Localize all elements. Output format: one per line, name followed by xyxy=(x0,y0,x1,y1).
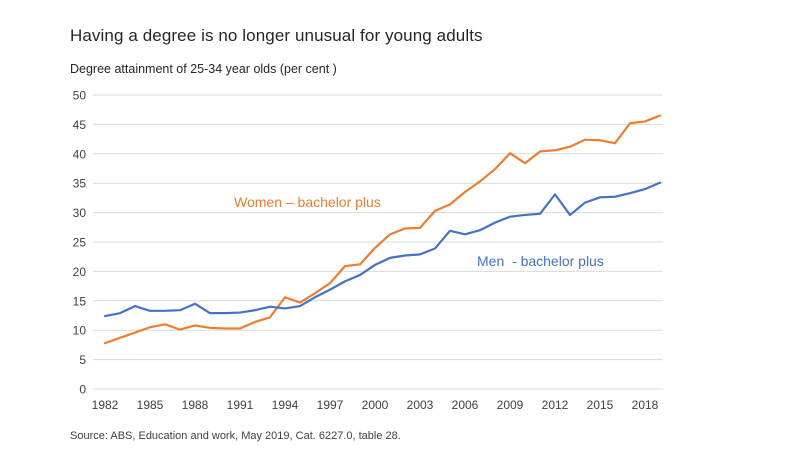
x-tick-label: 2000 xyxy=(362,398,389,412)
y-tick-label: 15 xyxy=(73,294,87,308)
x-tick-label: 1985 xyxy=(137,398,164,412)
source-note: Source: ABS, Education and work, May 201… xyxy=(70,430,401,442)
x-tick-label: 2018 xyxy=(632,398,659,412)
men-series-label: Men - bachelor plus xyxy=(477,253,604,269)
y-tick-label: 25 xyxy=(73,236,87,250)
men-series-line xyxy=(103,181,662,318)
women-series-label: Women – bachelor plus xyxy=(234,194,381,210)
x-tick-label: 1994 xyxy=(272,398,299,412)
x-tick-label: 1991 xyxy=(227,398,254,412)
x-tick-label: 1997 xyxy=(317,398,344,412)
x-tick-label: 2015 xyxy=(587,398,614,412)
y-tick-label: 45 xyxy=(73,118,87,132)
chart-title: Having a degree is no longer unusual for… xyxy=(70,26,483,45)
y-tick-label: 30 xyxy=(73,206,87,220)
women-series-line xyxy=(103,114,662,345)
x-tick-label: 2012 xyxy=(542,398,569,412)
x-tick-label: 1982 xyxy=(92,398,119,412)
y-tick-label: 40 xyxy=(73,147,87,161)
y-tick-label: 35 xyxy=(73,177,87,191)
y-tick-label: 20 xyxy=(73,265,87,279)
y-tick-label: 0 xyxy=(79,383,86,397)
y-tick-label: 50 xyxy=(73,89,87,103)
x-tick-label: 1988 xyxy=(182,398,209,412)
chart-subtitle: Degree attainment of 25-34 year olds (pe… xyxy=(70,62,337,76)
x-tick-label: 2009 xyxy=(497,398,524,412)
x-tick-label: 2003 xyxy=(407,398,434,412)
x-tick-label: 2006 xyxy=(452,398,479,412)
y-tick-label: 10 xyxy=(73,324,87,338)
y-tick-label: 5 xyxy=(79,353,86,367)
